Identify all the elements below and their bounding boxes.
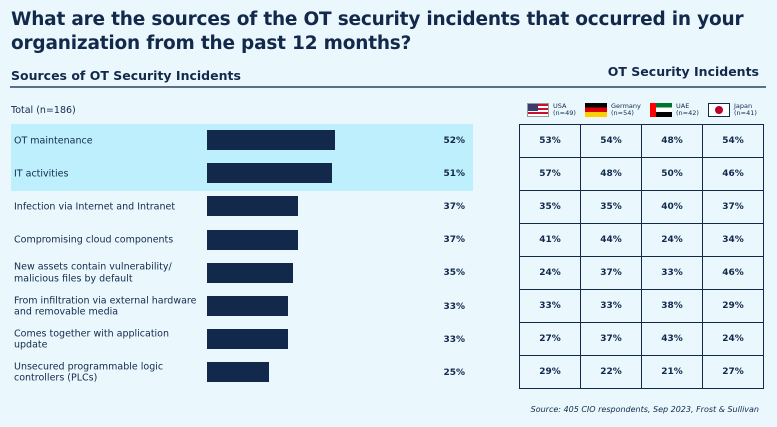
table-cell: 27% — [519, 322, 581, 356]
table-cell: 22% — [580, 355, 642, 389]
usa-flag-icon — [527, 103, 549, 117]
table-cell: 37% — [702, 190, 764, 224]
table-cell: 34% — [702, 223, 764, 257]
table-row: 29% 22% 21% 27% — [519, 355, 764, 389]
table-cell: 48% — [580, 157, 642, 191]
total-label: Total (n=186) — [11, 105, 76, 116]
table-row: 41% 44% 24% 34% — [519, 223, 764, 257]
legend-n: (n=41) — [734, 109, 757, 117]
table-cell: 27% — [702, 355, 764, 389]
value-label: 25% — [443, 367, 465, 378]
chart-title: What are the sources of the OT security … — [11, 9, 744, 54]
legend-label: USA — [553, 102, 567, 110]
table-cell: 24% — [641, 223, 703, 257]
category-label: Comes together with application update — [14, 328, 170, 351]
legend-uae: UAE (n=42) — [650, 100, 699, 120]
table-row: 33% 33% 38% 29% — [519, 289, 764, 323]
source-note: Source: 405 CIO respondents, Sep 2023, F… — [530, 405, 759, 414]
bar — [207, 362, 269, 383]
table-cell: 48% — [641, 124, 703, 158]
table-row: 35% 35% 40% 37% — [519, 190, 764, 224]
legend-n: (n=49) — [553, 109, 576, 117]
table-cell: 33% — [519, 289, 581, 323]
bar-row: New assets contain vulnerability/ malici… — [11, 257, 473, 290]
table-cell: 57% — [519, 157, 581, 191]
legend-usa: USA (n=49) — [527, 100, 576, 120]
table-row: 57% 48% 50% 46% — [519, 157, 764, 191]
category-label: IT activities — [14, 167, 69, 179]
table-row: 24% 37% 33% 46% — [519, 256, 764, 290]
table-cell: 35% — [519, 190, 581, 224]
category-label: From infiltration via external hardware … — [14, 295, 197, 318]
table-cell: 38% — [641, 289, 703, 323]
table-cell: 46% — [702, 256, 764, 290]
category-label: Infection via Internet and Intranet — [14, 201, 176, 213]
table-row: 27% 37% 43% 24% — [519, 322, 764, 356]
value-label: 37% — [443, 201, 465, 212]
legend-label: Germany — [611, 102, 641, 110]
table-cell: 33% — [580, 289, 642, 323]
value-label: 33% — [443, 301, 465, 312]
bar — [207, 163, 333, 184]
table-cell: 29% — [702, 289, 764, 323]
bar-row: Compromising cloud components 37% — [11, 224, 473, 257]
table-row: 53% 54% 48% 54% — [519, 124, 764, 158]
table-cell: 24% — [519, 256, 581, 290]
legend-n: (n=42) — [676, 109, 699, 117]
table-cell: 24% — [702, 322, 764, 356]
bar-row: Unsecured programmable logic controllers… — [11, 356, 473, 389]
table-cell: 40% — [641, 190, 703, 224]
table-cell: 35% — [580, 190, 642, 224]
bar-row: OT maintenance 52% — [11, 124, 473, 157]
value-label: 33% — [443, 334, 465, 345]
header-divider — [10, 86, 766, 88]
value-label: 51% — [443, 168, 465, 179]
category-label: New assets contain vulnerability/ malici… — [14, 261, 172, 285]
bar-row: Comes together with application update 33… — [11, 323, 473, 356]
legend-japan: Japan (n=41) — [708, 100, 757, 120]
legend-label: UAE — [676, 102, 690, 110]
table-cell: 37% — [580, 322, 642, 356]
japan-flag-icon — [708, 103, 730, 117]
table-cell: 46% — [702, 157, 764, 191]
legend-n: (n=54) — [611, 109, 634, 117]
value-label: 35% — [443, 268, 465, 279]
table-cell: 54% — [580, 124, 642, 158]
bar-row: Infection via Internet and Intranet 37% — [11, 190, 473, 223]
table-cell: 29% — [519, 355, 581, 389]
category-label: Compromising cloud components — [14, 234, 174, 246]
table-cell: 37% — [580, 256, 642, 290]
bar-row: IT activities 51% — [11, 157, 473, 190]
uae-flag-icon — [650, 103, 672, 117]
table-cell: 54% — [702, 124, 764, 158]
germany-flag-icon — [585, 103, 607, 117]
value-label: 52% — [443, 135, 465, 146]
left-heading: Sources of OT Security Incidents — [11, 68, 241, 83]
category-label: Unsecured programmable logic controllers… — [14, 361, 164, 384]
value-label: 37% — [443, 235, 465, 246]
table-cell: 44% — [580, 223, 642, 257]
legend-label: Japan — [734, 102, 753, 110]
legend-germany: Germany (n=54) — [585, 100, 641, 120]
country-table: 53% 54% 48% 54% 57% 48% 50% 46% 35% 35% 40% 37% 41% 4… — [519, 124, 764, 389]
table-cell: 43% — [641, 322, 703, 356]
bar — [207, 262, 294, 283]
bar-row: From infiltration via external hardware … — [11, 290, 473, 323]
table-cell: 50% — [641, 157, 703, 191]
table-cell: 53% — [519, 124, 581, 158]
table-cell: 21% — [641, 355, 703, 389]
bar — [207, 196, 299, 217]
bar — [207, 130, 335, 150]
table-cell: 33% — [641, 256, 703, 290]
category-label: OT maintenance — [14, 134, 93, 146]
bar — [207, 329, 289, 350]
right-heading: OT Security Incidents — [607, 64, 759, 79]
bar — [207, 296, 289, 316]
bar — [207, 229, 299, 250]
table-cell: 41% — [519, 223, 581, 257]
